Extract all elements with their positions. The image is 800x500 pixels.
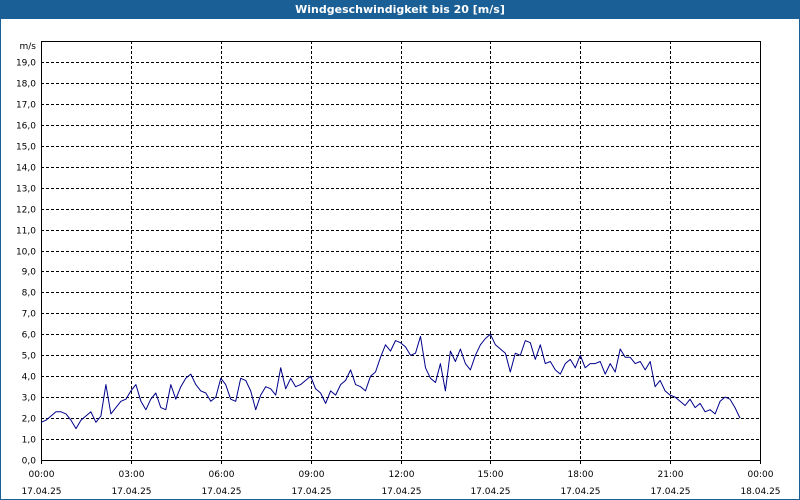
x-tick-time-label: 15:00 — [478, 470, 504, 480]
x-tick-time-label: 00:00 — [748, 470, 774, 480]
y-tick-label: 0,0 — [22, 457, 37, 467]
y-tick-label: 14,0 — [16, 164, 36, 174]
x-tick-date-label: 18.04.25 — [740, 487, 780, 497]
x-tick-date-label: 17.04.25 — [201, 487, 241, 497]
y-tick-label: 18,0 — [16, 80, 36, 90]
x-tick-date-label: 17.04.25 — [291, 487, 331, 497]
y-tick-label: 17,0 — [16, 101, 36, 111]
y-tick-label: 2,0 — [22, 415, 37, 425]
x-tick-time-label: 06:00 — [209, 470, 235, 480]
x-tick-time-label: 03:00 — [119, 470, 145, 480]
y-tick-label: 7,0 — [22, 310, 37, 320]
y-tick-label: 9,0 — [22, 268, 37, 278]
y-tick-label: 6,0 — [22, 331, 37, 341]
y-tick-label: 1,0 — [22, 436, 37, 446]
x-tick-date-label: 17.04.25 — [650, 487, 690, 497]
x-tick-time-label: 21:00 — [658, 470, 684, 480]
x-tick-time-label: 09:00 — [299, 470, 325, 480]
y-tick-label: 15,0 — [16, 143, 36, 153]
x-tick-date-label: 17.04.25 — [111, 487, 151, 497]
y-axis-label: m/s — [20, 42, 37, 52]
y-tick-label: 11,0 — [16, 227, 36, 237]
y-tick-label: 5,0 — [22, 352, 37, 362]
y-tick-label: 4,0 — [22, 373, 37, 383]
x-tick-date-label: 17.04.25 — [21, 487, 61, 497]
chart-title: Windgeschwindigkeit bis 20 [m/s] — [1, 1, 799, 19]
x-tick-time-label: 12:00 — [389, 470, 415, 480]
y-tick-label: 19,0 — [16, 59, 36, 69]
y-tick-label: 13,0 — [16, 185, 36, 195]
x-tick-time-label: 18:00 — [568, 470, 594, 480]
x-tick-date-label: 17.04.25 — [470, 487, 510, 497]
x-tick-time-label: 00:00 — [29, 470, 55, 480]
y-tick-label: 8,0 — [22, 289, 37, 299]
x-tick-date-label: 17.04.25 — [560, 487, 600, 497]
x-tick-date-label: 17.04.25 — [381, 487, 421, 497]
y-tick-label: 10,0 — [16, 248, 36, 258]
plot-area-border — [41, 41, 761, 461]
wind-speed-series-line — [40, 333, 741, 430]
y-tick-label: 12,0 — [16, 206, 36, 216]
y-tick-label: 16,0 — [16, 122, 36, 132]
y-tick-label: 3,0 — [22, 394, 37, 404]
